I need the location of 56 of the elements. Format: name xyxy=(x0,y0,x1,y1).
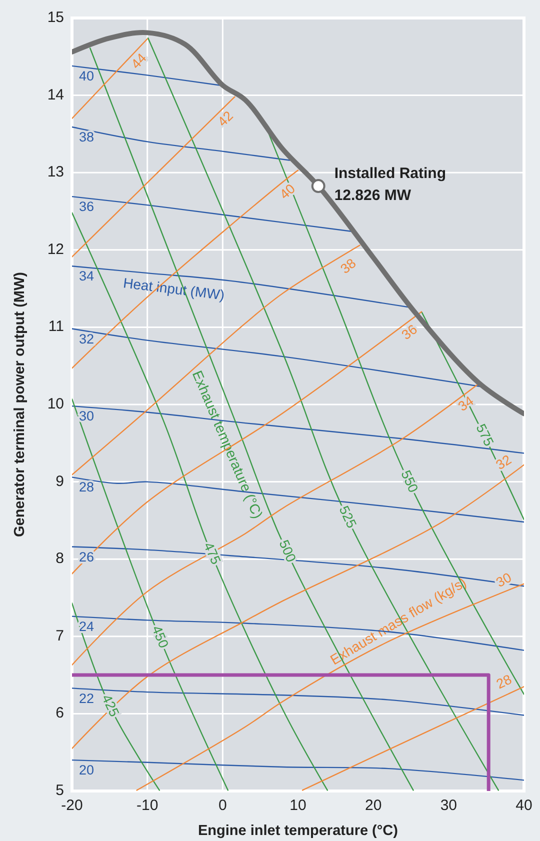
y-tick-label: 15 xyxy=(47,8,64,26)
text: 32 xyxy=(493,452,514,473)
text: 30 xyxy=(494,570,514,590)
y-tick-label: 7 xyxy=(56,627,64,644)
y-tick-label: 11 xyxy=(48,318,64,336)
text: 575 xyxy=(473,422,497,448)
line-series xyxy=(72,170,299,369)
x-tick-label: 30 xyxy=(440,797,458,814)
text: 475 xyxy=(200,540,224,567)
line-series xyxy=(72,688,524,716)
x-tick-label: -20 xyxy=(61,797,83,814)
text: 40 xyxy=(276,181,298,202)
line-series xyxy=(72,126,290,161)
text: 38 xyxy=(338,256,359,277)
series-label: 30 xyxy=(79,408,94,424)
y-tick-label: 12 xyxy=(47,240,64,258)
line-series xyxy=(72,759,524,781)
line-series xyxy=(268,132,524,695)
series-label: 40 xyxy=(79,68,94,84)
series-label: 28 xyxy=(79,480,94,495)
text: 28 xyxy=(494,672,514,692)
y-tick-label: 9 xyxy=(56,472,64,490)
annotation: Heat input (MW) xyxy=(122,274,226,303)
series-label: 36 xyxy=(79,199,94,214)
line-series xyxy=(72,311,422,574)
x-tick-label: 10 xyxy=(290,797,306,814)
data-label: 12.826 MW xyxy=(334,187,412,204)
text: 34 xyxy=(455,392,477,414)
text: 450 xyxy=(149,624,172,650)
y-tick-label: 14 xyxy=(47,86,64,104)
y-tick-label: 6 xyxy=(56,704,64,722)
x-tick-label: 20 xyxy=(364,797,382,814)
text: 44 xyxy=(128,50,150,72)
series-label: 20 xyxy=(79,762,94,778)
x-axis-title: Engine inlet temperature (°C) xyxy=(198,823,398,839)
y-tick-label: 8 xyxy=(56,550,64,568)
series-label: 24 xyxy=(79,618,95,634)
x-tick-label: 0 xyxy=(218,797,227,814)
text: 525 xyxy=(336,504,360,530)
x-tick-label: 40 xyxy=(516,797,532,814)
text: 425 xyxy=(98,692,122,719)
line-series xyxy=(72,212,328,791)
y-axis-title: Generator terminal power output (MW) xyxy=(12,272,28,538)
text: 42 xyxy=(214,108,236,130)
text: 500 xyxy=(276,538,299,564)
series-label: 22 xyxy=(79,690,94,706)
y-tick-label: 13 xyxy=(47,164,64,181)
annotation: Installed Rating xyxy=(334,165,446,182)
series-label: 38 xyxy=(79,130,94,145)
text: 36 xyxy=(398,322,420,343)
y-tick-label: 5 xyxy=(56,782,64,799)
series-label: 34 xyxy=(79,268,95,284)
text: 550 xyxy=(398,468,422,495)
y-tick-label: 10 xyxy=(47,395,64,412)
series-label: 32 xyxy=(79,331,94,346)
x-tick-label: -10 xyxy=(136,797,158,814)
